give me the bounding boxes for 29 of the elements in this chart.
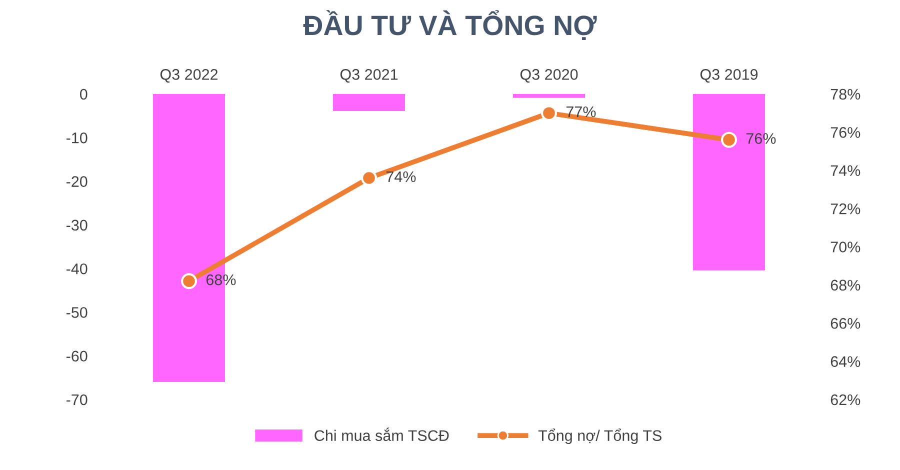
y-tick-label: -20 [66,176,88,187]
y-tick-label: -30 [66,220,88,231]
data-label: 77% [566,106,596,118]
y2-tick-label: 64% [830,356,860,367]
y-tick-label: -50 [66,307,88,318]
y-tick-label: -70 [66,394,88,406]
y-tick-label: -60 [66,350,88,362]
y-tick-label: -40 [66,263,88,274]
point [361,170,377,186]
chart-title: ĐẦU TƯ VÀ TỔNG NỢ [303,10,597,40]
y2-tick-label: 66% [830,318,860,329]
data-label: 74% [386,171,416,182]
y2-tick-label: 78% [830,88,860,100]
y-tick-label: -10 [66,132,88,144]
y2-tick-label: 70% [830,242,860,252]
point [181,273,197,290]
legend-label: Chi mua sắm TSCĐ [314,428,449,442]
point [721,132,737,148]
y2-tick-label: 72% [830,203,860,214]
x-tick-label: Q3 2021 [340,69,398,83]
y2-tick-label: 62% [830,394,860,406]
x-tick-label: Q3 2019 [700,69,758,83]
y-tick-label: 0 [80,88,88,100]
y2-tick-label: 68% [830,280,860,291]
y2-tick-label: 74% [830,165,860,176]
x-tick-label: Q3 2022 [160,69,218,83]
legend-label: Tổng nợ/ Tổng TS [538,428,662,444]
x-tick-label: Q3 2020 [520,69,578,83]
y2-tick-label: 76% [830,127,860,138]
